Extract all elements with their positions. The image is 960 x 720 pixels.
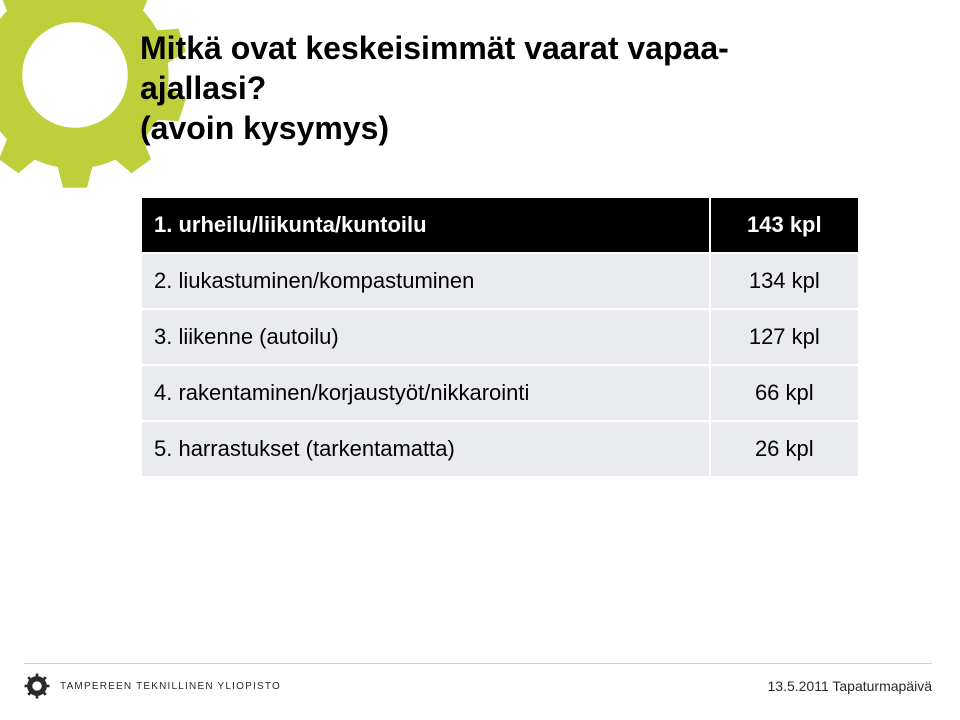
table-cell-label: 5. harrastukset (tarkentamatta) bbox=[141, 421, 710, 477]
table-header-label: 1. urheilu/liikunta/kuntoilu bbox=[141, 197, 710, 253]
table-cell-value: 26 kpl bbox=[710, 421, 859, 477]
table-cell-value: 134 kpl bbox=[710, 253, 859, 309]
university-name: TAMPEREEN TEKNILLINEN YLIOPISTO bbox=[60, 681, 281, 692]
table-cell-value: 66 kpl bbox=[710, 365, 859, 421]
title-subtitle: (avoin kysymys) bbox=[140, 110, 389, 146]
data-table: 1. urheilu/liikunta/kuntoilu 143 kpl 2. … bbox=[140, 196, 860, 478]
table-header-row: 1. urheilu/liikunta/kuntoilu 143 kpl bbox=[141, 197, 859, 253]
title-line-1: Mitkä ovat keskeisimmät vaarat vapaa- bbox=[140, 30, 729, 66]
table-cell-label: 4. rakentaminen/korjaustyöt/nikkarointi bbox=[141, 365, 710, 421]
table-cell-value: 127 kpl bbox=[710, 309, 859, 365]
table-row: 3. liikenne (autoilu) 127 kpl bbox=[141, 309, 859, 365]
title-line-2: ajallasi? bbox=[140, 70, 266, 106]
table-row: 4. rakentaminen/korjaustyöt/nikkarointi … bbox=[141, 365, 859, 421]
gear-logo-icon bbox=[24, 673, 50, 699]
table-row: 5. harrastukset (tarkentamatta) 26 kpl bbox=[141, 421, 859, 477]
table-row: 2. liukastuminen/kompastuminen 134 kpl bbox=[141, 253, 859, 309]
content-area: Mitkä ovat keskeisimmät vaarat vapaa- aj… bbox=[0, 0, 960, 478]
table-cell-label: 2. liukastuminen/kompastuminen bbox=[141, 253, 710, 309]
slide-title: Mitkä ovat keskeisimmät vaarat vapaa- aj… bbox=[140, 28, 860, 148]
slide: Mitkä ovat keskeisimmät vaarat vapaa- aj… bbox=[0, 0, 960, 720]
university-logo-block: TAMPEREEN TEKNILLINEN YLIOPISTO bbox=[24, 673, 281, 699]
footer-divider bbox=[24, 663, 932, 664]
footer-date-text: 13.5.2011 Tapaturmapäivä bbox=[768, 678, 933, 694]
table-cell-label: 3. liikenne (autoilu) bbox=[141, 309, 710, 365]
table-header-value: 143 kpl bbox=[710, 197, 859, 253]
footer: TAMPEREEN TEKNILLINEN YLIOPISTO 13.5.201… bbox=[0, 666, 960, 706]
